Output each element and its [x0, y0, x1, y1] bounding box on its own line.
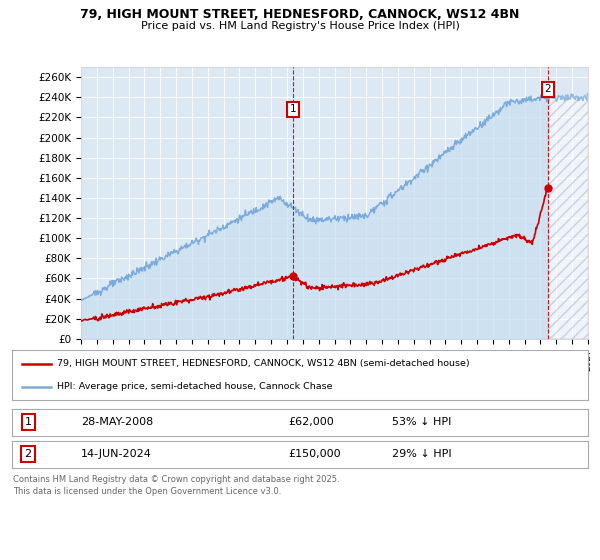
Text: 2: 2	[544, 85, 551, 94]
Text: Price paid vs. HM Land Registry's House Price Index (HPI): Price paid vs. HM Land Registry's House …	[140, 21, 460, 31]
Text: Contains HM Land Registry data © Crown copyright and database right 2025.
This d: Contains HM Land Registry data © Crown c…	[13, 475, 340, 496]
Text: 28-MAY-2008: 28-MAY-2008	[81, 417, 154, 427]
Text: 53% ↓ HPI: 53% ↓ HPI	[392, 417, 452, 427]
Text: 79, HIGH MOUNT STREET, HEDNESFORD, CANNOCK, WS12 4BN (semi-detached house): 79, HIGH MOUNT STREET, HEDNESFORD, CANNO…	[57, 359, 470, 368]
Text: 14-JUN-2024: 14-JUN-2024	[81, 449, 152, 459]
Text: HPI: Average price, semi-detached house, Cannock Chase: HPI: Average price, semi-detached house,…	[57, 382, 332, 391]
Text: £62,000: £62,000	[289, 417, 334, 427]
Text: 29% ↓ HPI: 29% ↓ HPI	[392, 449, 452, 459]
Text: 2: 2	[25, 449, 32, 459]
Text: 79, HIGH MOUNT STREET, HEDNESFORD, CANNOCK, WS12 4BN: 79, HIGH MOUNT STREET, HEDNESFORD, CANNO…	[80, 8, 520, 21]
Text: £150,000: £150,000	[289, 449, 341, 459]
Text: 1: 1	[25, 417, 32, 427]
Text: 1: 1	[290, 105, 296, 114]
